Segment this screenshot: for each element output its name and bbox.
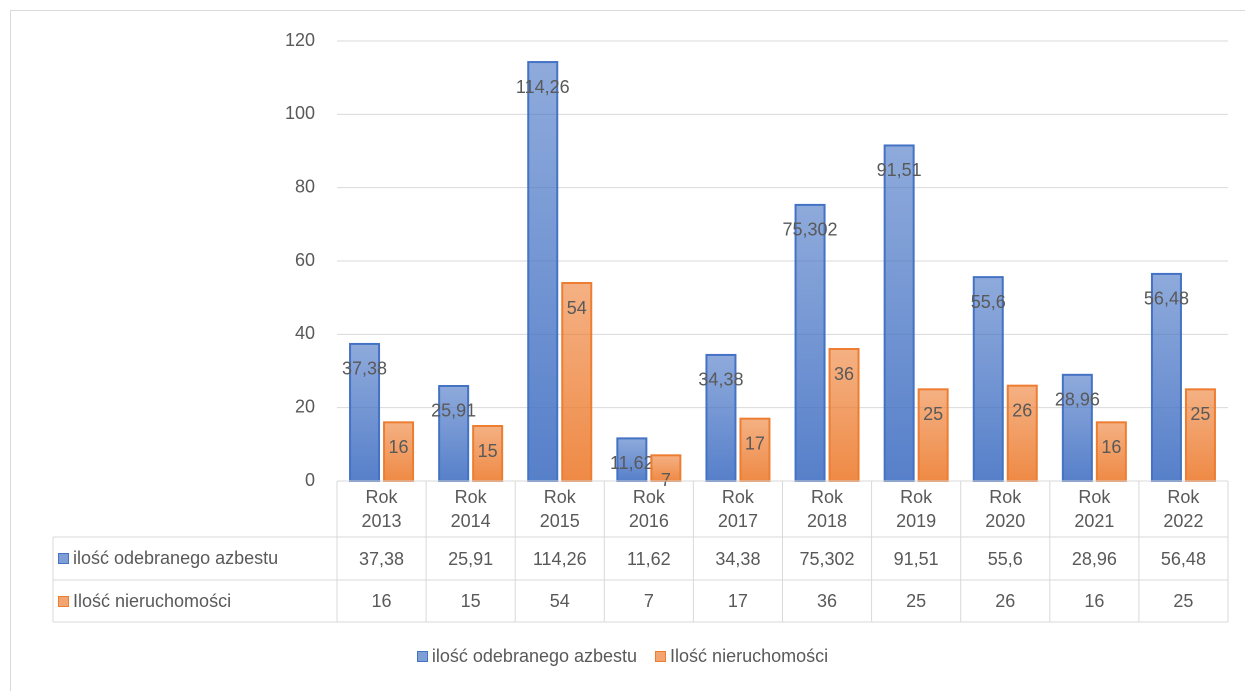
- data-label: 25: [923, 404, 943, 424]
- data-label: 16: [389, 437, 409, 457]
- x-tick-label: Rok 2021: [1074, 487, 1115, 531]
- data-label: 37,38: [342, 359, 387, 379]
- data-label: 56,48: [1144, 289, 1189, 309]
- legend-key: [58, 595, 69, 607]
- x-tick-label: Rok 2014: [450, 487, 491, 531]
- bar: [883, 144, 915, 482]
- table-cell: 16: [1084, 591, 1105, 611]
- table-cell: 34,38: [715, 548, 761, 569]
- legend-key: [58, 553, 69, 564]
- table-cell: 25: [906, 591, 927, 611]
- data-label: 25,91: [431, 401, 476, 421]
- table-cell: 91,51: [893, 548, 939, 569]
- x-tick-label: Rok 2022: [1163, 487, 1204, 531]
- chart-border: [10, 10, 1245, 691]
- table-cell: 26: [995, 591, 1016, 611]
- table-cell: 28,96: [1071, 548, 1117, 569]
- series-name: Ilość nieruchomości: [73, 590, 232, 611]
- legend-key: [416, 651, 428, 662]
- y-tick-label: 60: [295, 250, 315, 270]
- legend-key: [655, 651, 667, 662]
- data-label: 54: [567, 298, 587, 318]
- x-tick-label: Rok 2016: [628, 487, 669, 531]
- table-cell: 36: [817, 591, 838, 611]
- bar: [1184, 388, 1216, 483]
- data-label: 7: [661, 470, 671, 490]
- table-cell: 54: [549, 591, 570, 611]
- data-label: 91,51: [877, 160, 922, 180]
- table-cell: 17: [727, 591, 748, 611]
- data-label: 114,26: [516, 77, 570, 97]
- table-cell: 7: [643, 591, 654, 611]
- table-cell: 114,26: [532, 548, 587, 569]
- table-cell: 75,302: [799, 548, 855, 569]
- y-tick-label: 120: [285, 30, 315, 50]
- table-cell: 16: [371, 591, 392, 611]
- bar: [472, 425, 504, 482]
- legend-item: Ilość nieruchomości: [655, 646, 828, 667]
- table-cell: 56,48: [1160, 548, 1206, 569]
- data-label: 26: [1012, 400, 1032, 420]
- bar: [739, 417, 771, 482]
- data-label: 34,38: [698, 370, 743, 390]
- data-label: 16: [1101, 437, 1121, 457]
- bar: [917, 388, 949, 483]
- table-row-header: ilość odebranego azbestu: [58, 537, 278, 580]
- data-label: 17: [745, 433, 765, 453]
- legend-label: ilość odebranego azbestu: [431, 646, 638, 666]
- x-tick-label: Rok 2019: [896, 487, 937, 531]
- bar: [1006, 384, 1038, 482]
- data-label: 75,302: [783, 220, 838, 240]
- y-tick-label: 40: [295, 323, 315, 343]
- bar: [438, 384, 470, 483]
- bar: [650, 454, 682, 483]
- bar: [794, 203, 826, 482]
- legend-label: Ilość nieruchomości: [670, 646, 829, 666]
- table-row-header: Ilość nieruchomości: [58, 580, 231, 622]
- y-tick-label: 80: [295, 176, 315, 196]
- bar: [1061, 373, 1093, 482]
- bar: [561, 282, 593, 482]
- bar: [828, 348, 860, 482]
- x-tick-label: Rok 2013: [361, 487, 402, 531]
- table-cell: 25,91: [448, 548, 494, 569]
- legend-item: ilość odebranego azbestu: [416, 646, 638, 667]
- x-tick-label: Rok 2018: [807, 487, 848, 531]
- y-tick-label: 100: [285, 103, 315, 123]
- table-cell: 11,62: [626, 548, 671, 569]
- bar: [527, 61, 559, 483]
- data-label: 28,96: [1055, 390, 1100, 410]
- table-cell: 25: [1173, 591, 1194, 611]
- y-tick-label: 0: [305, 470, 315, 490]
- x-tick-label: Rok 2017: [717, 487, 758, 531]
- data-label: 36: [834, 364, 854, 384]
- table-cell: 15: [460, 591, 481, 611]
- data-label: 15: [478, 441, 498, 461]
- data-label: 55,6: [971, 292, 1006, 312]
- bar: [1095, 421, 1127, 483]
- data-label: 11,62: [610, 453, 654, 473]
- y-tick-label: 20: [295, 396, 315, 416]
- x-tick-label: Rok 2020: [985, 487, 1026, 531]
- series-name: ilość odebranego azbestu: [73, 548, 279, 568]
- legend: ilość odebranego azbestu Ilość nieruchomo…: [0, 646, 1245, 667]
- x-tick-label: Rok 2015: [539, 487, 580, 531]
- bar: [1150, 272, 1182, 483]
- data-label: 25: [1190, 404, 1210, 424]
- table-cell: 55,6: [987, 548, 1023, 569]
- table-cell: 37,38: [359, 548, 405, 569]
